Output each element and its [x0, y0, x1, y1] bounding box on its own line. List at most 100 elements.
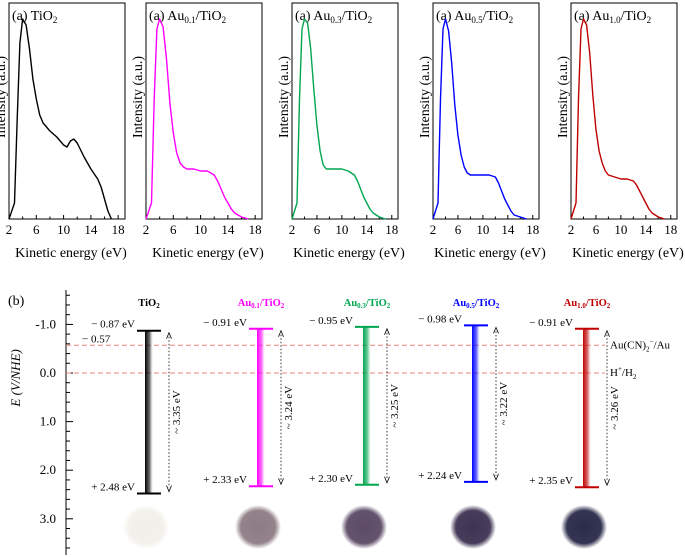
- spectrum-panel: 2 6 10 14 18 Kinetic energy (eV) Intensity (a.…: [277, 2, 405, 261]
- sample-label: (a) Au0.3/TiO2: [295, 9, 372, 25]
- band-sample-name: Au0.1/TiO2: [238, 298, 285, 310]
- x-tick-label: 14: [221, 222, 235, 237]
- y-axis-label: Intensity (a.u.): [556, 56, 571, 138]
- x-tick-label: 14: [639, 222, 653, 237]
- spectrum-panel: 2 6 10 14 18 Kinetic energy (eV) Intensity (a.…: [418, 2, 546, 261]
- arrow-head-down: [384, 476, 390, 484]
- arrow-head-up: [604, 329, 610, 337]
- cb-value-label: − 0.87 eV: [91, 319, 135, 331]
- x-axis-label: Kinetic energy (eV): [572, 246, 684, 261]
- x-tick-label: 18: [385, 222, 398, 237]
- arrow-head-up: [166, 331, 172, 339]
- spectrum-line: [145, 18, 249, 220]
- x-tick-label: 6: [33, 222, 40, 237]
- plot-frame: [145, 2, 263, 220]
- arrow-head-up: [493, 326, 499, 334]
- x-tick-label: 14: [84, 222, 98, 237]
- x-tick-label: 18: [526, 222, 539, 237]
- x-axis-label: Kinetic energy (eV): [15, 246, 127, 261]
- x-tick-label: 14: [501, 222, 515, 237]
- x-tick-label: 2: [568, 222, 575, 237]
- sample-label: (a) Au1.0/TiO2: [574, 9, 651, 25]
- sample-label: (a) TiO2: [12, 9, 57, 25]
- arrow-head-down: [278, 478, 284, 486]
- y-tick-label: -1.0: [35, 316, 56, 331]
- band-bar: [145, 330, 153, 494]
- y-axis-label: Intensity (a.u.): [0, 56, 9, 138]
- x-tick-label: 2: [430, 222, 437, 237]
- vb-value-label: + 2.33 eV: [203, 474, 247, 486]
- x-axis-label: Kinetic energy (eV): [152, 246, 264, 261]
- band-gap-label: ~ 3.25 eV: [389, 384, 401, 428]
- y-axis-label: E (V/NHE): [8, 349, 23, 407]
- y-tick-label: 3.0: [40, 511, 56, 526]
- vb-value-label: + 2.48 eV: [91, 482, 135, 494]
- band-bar: [583, 328, 591, 488]
- cb-value-label: − 0.91 eV: [529, 317, 573, 329]
- spectrum-line: [8, 18, 113, 220]
- plot-frame: [291, 2, 399, 220]
- arrow-head-down: [166, 485, 172, 493]
- x-tick-label: 6: [314, 222, 321, 237]
- sample-label: (a) Au0.5/TiO2: [436, 9, 513, 25]
- x-tick-label: 2: [6, 222, 13, 237]
- arrow-head-down: [493, 473, 499, 481]
- x-tick-label: 2: [143, 222, 150, 237]
- x-tick-label: 18: [112, 222, 125, 237]
- x-tick-label: 10: [476, 222, 489, 237]
- y-axis-label: Intensity (a.u.): [418, 56, 433, 138]
- spectrum-line: [570, 18, 665, 220]
- x-tick-label: 10: [335, 222, 348, 237]
- arrow-head-down: [604, 479, 610, 487]
- x-tick-label: 10: [57, 222, 70, 237]
- band-gap-label: ~ 3.35 eV: [171, 390, 183, 434]
- spectrum-line: [432, 18, 527, 220]
- plot-frame: [432, 2, 540, 220]
- cb-value-label: − 0.98 eV: [418, 313, 462, 325]
- band-bar: [472, 325, 480, 482]
- panel-b-label: (b): [8, 294, 25, 309]
- y-axis-label: Intensity (a.u.): [131, 56, 146, 138]
- band-sample-name: Au0.3/TiO2: [344, 298, 391, 310]
- band-bar: [257, 328, 265, 487]
- vb-value-label: + 2.30 eV: [309, 473, 353, 485]
- sample-label: (a) Au0.1/TiO2: [149, 9, 226, 25]
- x-tick-label: 6: [593, 222, 600, 237]
- band-group: ~ 3.24 eV − 0.91 eV + 2.33 eV Au0.1/TiO2: [203, 298, 295, 549]
- powder-sample-photo: [450, 505, 496, 549]
- powder-sample-photo: [235, 505, 281, 549]
- powder-sample-photo: [341, 505, 387, 549]
- x-tick-label: 6: [170, 222, 177, 237]
- y-tick-label: 2.0: [40, 462, 56, 477]
- spectrum-panel: 2 6 10 14 18 Kinetic energy (eV) Intensity (a.…: [0, 2, 127, 261]
- arrow-head-up: [384, 327, 390, 335]
- band-group: ~ 3.25 eV − 0.95 eV + 2.30 eV Au0.3/TiO2: [309, 298, 401, 549]
- spectrum-panel: 2 6 10 14 18 Kinetic energy (eV) Intensity (a.…: [556, 2, 684, 261]
- x-tick-label: 10: [614, 222, 627, 237]
- vb-value-label: + 2.24 eV: [418, 470, 462, 482]
- band-gap-label: ~ 3.26 eV: [609, 386, 621, 430]
- reference-line-label: Au(CN)2−/Au: [610, 337, 671, 353]
- reference-line-value: − 0.57: [82, 333, 111, 345]
- spectrum-panel: 2 6 10 14 18 Kinetic energy (eV) Intensity (a.…: [131, 2, 264, 261]
- x-tick-label: 18: [249, 222, 262, 237]
- cb-value-label: − 0.95 eV: [309, 315, 353, 327]
- cb-value-label: − 0.91 eV: [203, 317, 247, 329]
- plot-frame: [8, 2, 126, 220]
- y-tick-label: 1.0: [40, 414, 56, 429]
- band-gap-label: ~ 3.22 eV: [498, 382, 510, 426]
- powder-sample-photo: [561, 505, 607, 549]
- powder-sample-photo: [123, 505, 169, 549]
- band-sample-name: TiO2: [138, 298, 160, 310]
- band-group: ~ 3.22 eV − 0.98 eV + 2.24 eV Au0.5/TiO2: [418, 298, 510, 549]
- vb-value-label: + 2.35 eV: [529, 475, 573, 487]
- x-tick-label: 6: [455, 222, 462, 237]
- reference-line-label: H+/H2: [610, 365, 637, 381]
- x-axis-label: Kinetic energy (eV): [293, 246, 405, 261]
- plot-frame: [570, 2, 678, 220]
- x-tick-label: 18: [664, 222, 677, 237]
- band-sample-name: Au0.5/TiO2: [453, 298, 500, 310]
- band-group: ~ 3.26 eV − 0.91 eV + 2.35 eV Au1.0/TiO2: [529, 298, 621, 549]
- panel-a-group: 2 6 10 14 18 Kinetic energy (eV) Intensity (a.…: [0, 2, 684, 261]
